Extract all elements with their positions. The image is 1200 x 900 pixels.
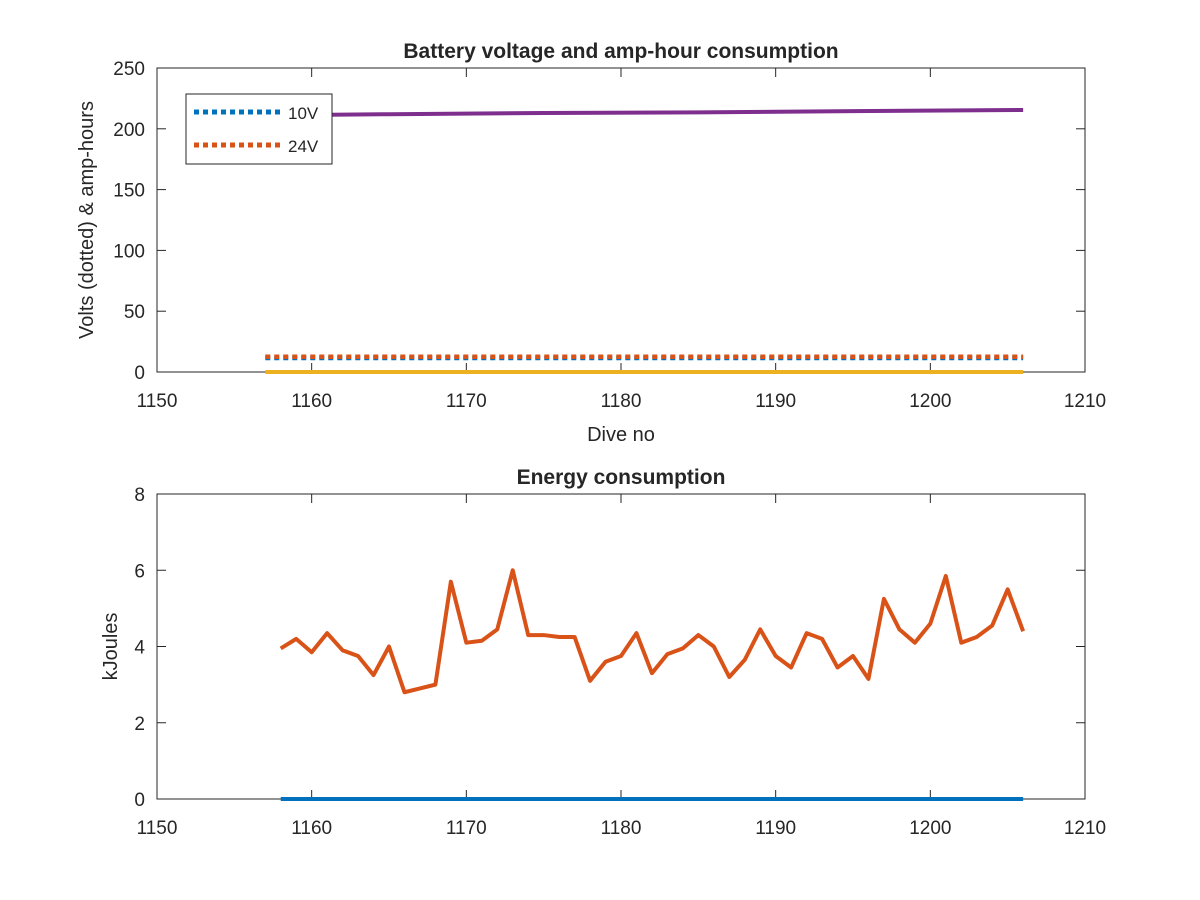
top-x-tick-label: 1190 (755, 391, 796, 412)
bottom-y-tick-label: 2 (134, 714, 145, 735)
bottom-x-tick-label: 1170 (446, 818, 487, 839)
top-y-tick-label: 50 (124, 302, 145, 323)
top-chart-title: Battery voltage and amp-hour consumption (403, 40, 838, 63)
bottom-x-tick-label: 1190 (755, 818, 796, 839)
bottom-chart-title: Energy consumption (517, 466, 726, 489)
legend-entry-24v: 24V (288, 137, 319, 156)
top-x-tick-label: 1200 (909, 391, 951, 412)
bottom-y-tick-label: 6 (134, 561, 145, 582)
bottom-x-tick-label: 1180 (601, 818, 642, 839)
top-x-tick-label: 1150 (137, 391, 178, 412)
bottom-x-tick-label: 1200 (909, 818, 951, 839)
top-y-tick-label: 100 (113, 241, 145, 262)
bottom-axes-ticks: 1150 1160 1170 1180 1190 1200 1210 0 2 4 6 8 (134, 485, 1106, 839)
bottom-x-tick-label: 1160 (291, 818, 332, 839)
bottom-y-tick-label: 0 (134, 790, 145, 811)
legend: 10V 24V (185, 93, 333, 165)
bottom-y-tick-label: 4 (134, 638, 145, 659)
top-x-axis-label: Dive no (587, 424, 655, 446)
top-y-tick-label: 0 (134, 363, 145, 384)
top-axes-ticks: 1150 1160 1170 1180 1190 1200 1210 0 50 100 150 200… (113, 59, 1106, 412)
top-axes: 1150 1160 1170 1180 1190 1200 1210 0 50 100 150 200… (76, 40, 1106, 446)
top-axes-plot-lines (265, 107, 1024, 374)
bottom-x-tick-label: 1210 (1064, 818, 1106, 839)
bottom-y-tick-label: 8 (134, 485, 145, 506)
bottom-axes-plot-lines (279, 568, 1026, 801)
top-y-tick-label: 200 (113, 120, 145, 141)
top-y-tick-label: 150 (113, 181, 145, 202)
bottom-y-axis-label: kJoules (100, 613, 122, 681)
top-y-axis-label: Volts (dotted) & amp-hours (76, 101, 98, 339)
top-series-line-3 (265, 107, 1024, 118)
legend-entry-10v: 10V (288, 104, 319, 123)
bottom-axes: 1150 1160 1170 1180 1190 1200 1210 0 2 4 6 8 Energy… (100, 466, 1106, 839)
top-y-tick-label: 250 (113, 59, 145, 80)
top-x-tick-label: 1170 (446, 391, 487, 412)
legend-box (185, 93, 333, 165)
bottom-series-line-1 (279, 568, 1026, 695)
top-x-tick-label: 1180 (601, 391, 642, 412)
top-x-tick-label: 1210 (1064, 391, 1106, 412)
top-x-tick-label: 1160 (291, 391, 332, 412)
bottom-x-tick-label: 1150 (137, 818, 178, 839)
